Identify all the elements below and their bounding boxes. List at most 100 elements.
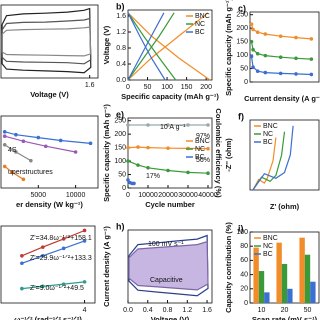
annotation: uperstructures [8, 169, 53, 176]
area [128, 240, 209, 291]
point [10, 170, 14, 174]
legend-label: NC [263, 131, 273, 138]
point [136, 163, 140, 167]
legend-label: BC [195, 154, 205, 161]
x-axis-label: ω⁻¹ᐟ² (rad⁻¹ᐟ² s⁻¹ᐟ²) [14, 315, 82, 320]
point [249, 39, 254, 44]
annotation: Capacitive [150, 277, 183, 284]
y-tick-label: 250 [114, 118, 126, 125]
bar [253, 247, 259, 303]
point [309, 72, 314, 77]
point [309, 57, 314, 61]
line [1, 26, 92, 57]
legend-label: NC [195, 21, 205, 28]
x-axis-label: Current density (A g⁻¹) [244, 94, 320, 103]
point [278, 71, 283, 76]
plot-frame [0, 4, 99, 79]
x-tick-label: 40000 [198, 192, 218, 199]
y-tick-label: 250 [236, 12, 248, 19]
y-tick-label: 40 [240, 271, 248, 278]
y-tick-label: 0 [244, 79, 248, 86]
x-tick-label: 5000 [31, 192, 47, 199]
line [21, 240, 85, 264]
legend-label: NC [263, 243, 273, 250]
legend-label: BNC [195, 138, 210, 145]
bar [264, 292, 270, 303]
point [58, 138, 63, 143]
point [249, 54, 254, 59]
x-tick-label: 0 [126, 84, 130, 91]
annotation: 4S [8, 147, 17, 154]
point [166, 123, 170, 127]
point [61, 237, 66, 241]
point [255, 51, 260, 56]
point [14, 132, 18, 137]
point [40, 284, 45, 289]
annotation: 97% [196, 133, 210, 140]
point [2, 143, 7, 147]
legend-label: BC [263, 251, 273, 258]
point [206, 171, 210, 175]
y-tick-label: 60 [240, 257, 248, 264]
point [43, 144, 48, 149]
point [21, 139, 26, 143]
point [166, 168, 170, 173]
line [127, 12, 177, 81]
point [14, 150, 18, 154]
bar [299, 237, 305, 303]
panel-label: h) [116, 221, 125, 231]
point [20, 261, 24, 266]
line [128, 234, 209, 297]
x-tick-label: 150 [181, 84, 193, 91]
y-tick-label: 0.0 [116, 77, 126, 84]
annotation: Z'=29.9ω⁻¹ᐟ²+133.3 [30, 255, 92, 262]
y-tick-label: 1.2 [116, 29, 126, 36]
y-axis-label: Specific capacity (mAh g⁻¹) [224, 0, 233, 96]
bar [276, 242, 282, 303]
point [126, 145, 130, 150]
plot-frame [127, 117, 213, 189]
point [186, 123, 190, 127]
point [29, 158, 33, 163]
y-tick-label: 0 [244, 300, 248, 307]
bar [304, 254, 311, 303]
point [263, 53, 268, 58]
point [88, 141, 93, 146]
point [2, 130, 7, 134]
point [20, 286, 24, 291]
annotation: Z'=34.8ω⁻¹ᐟ²+158.1 [30, 235, 92, 242]
x-tick-label: 0.0 [123, 307, 133, 314]
x-tick-label: 20000 [158, 192, 178, 199]
annotation: 100 mV s⁻¹ [148, 241, 184, 248]
point [40, 245, 45, 249]
bar [287, 288, 293, 303]
point [20, 254, 24, 258]
panel-label: i) [238, 223, 244, 233]
point [132, 181, 136, 186]
y-tick-label: 20 [240, 286, 248, 293]
line [127, 12, 211, 81]
legend-label: BC [263, 139, 273, 146]
point [166, 146, 170, 150]
x-tick-label: 50 [144, 84, 152, 91]
x-tick-label: 200 [200, 84, 212, 91]
y-tick-label: 200 [114, 131, 126, 138]
line [4, 131, 91, 144]
legend-label: NC [195, 146, 205, 153]
x-axis-label: Cycle number [145, 200, 195, 209]
y-tick-label: 0 [122, 185, 126, 192]
annotation: 17% [146, 173, 160, 180]
y-axis-label: -Z'' (ohm) [224, 138, 233, 172]
y-tick-label: 200 [236, 25, 248, 32]
plot-frame [127, 9, 213, 81]
x-tick-label: 4 [83, 307, 87, 314]
plot-frame [0, 115, 99, 189]
legend-label: BC [195, 29, 205, 36]
point [249, 22, 254, 26]
legend-label: BNC [263, 235, 278, 242]
y-tick-label: 150 [114, 144, 126, 151]
point [146, 166, 150, 170]
bar [281, 263, 288, 303]
y-axis-label: Voltage (V) [102, 25, 111, 64]
